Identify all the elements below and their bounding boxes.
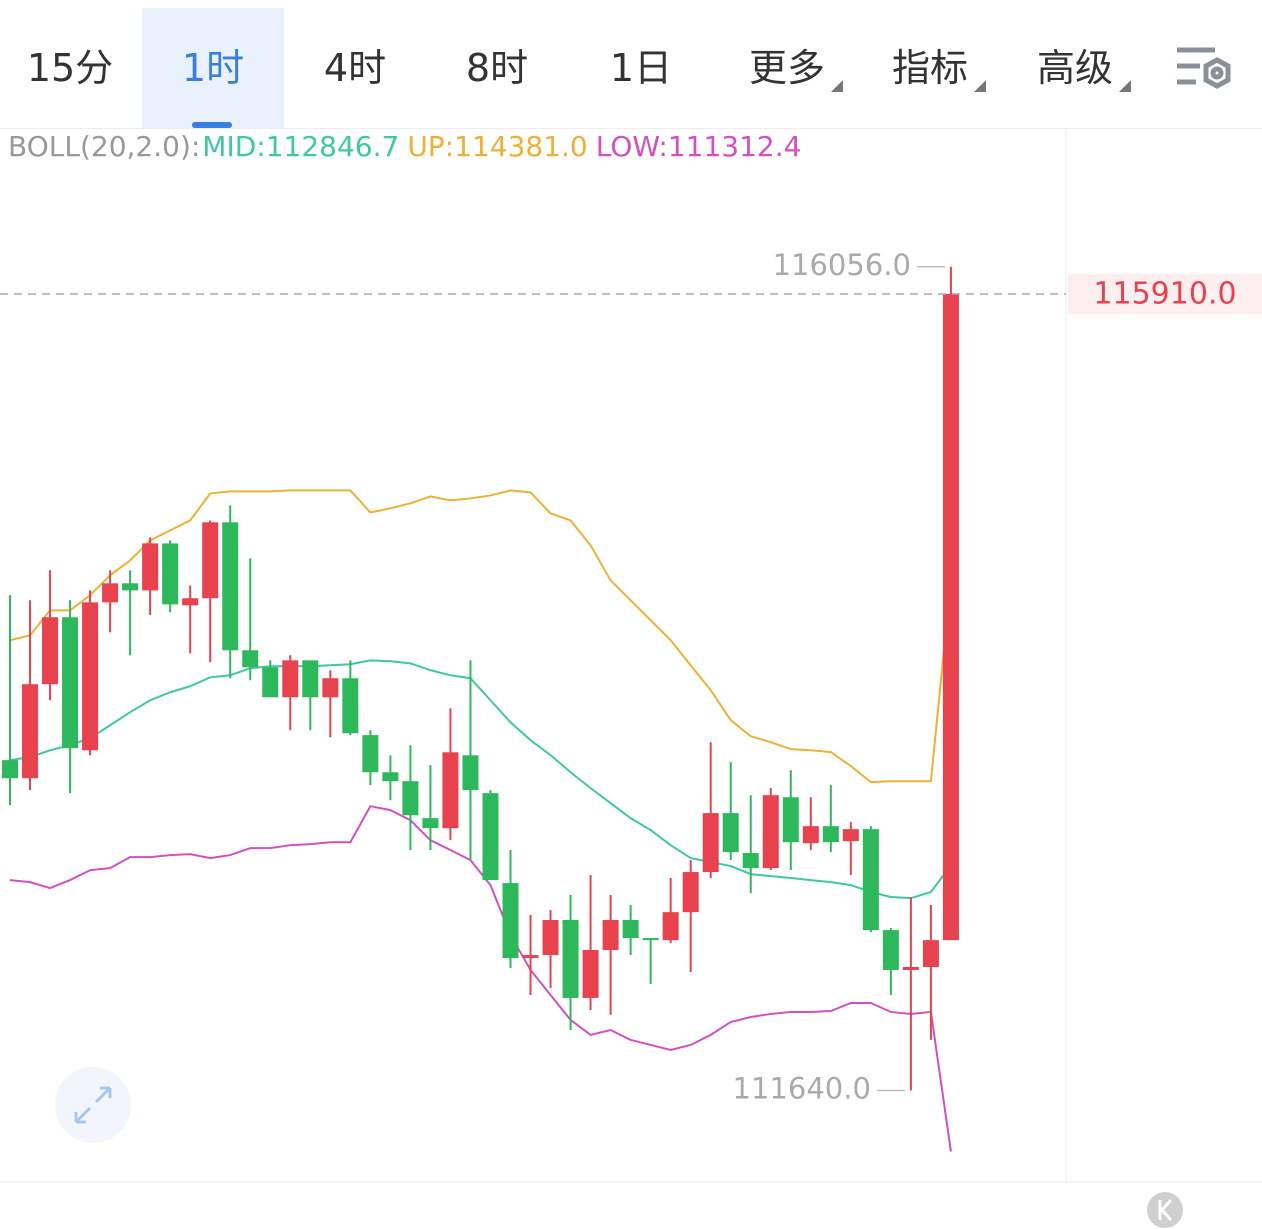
candle-body xyxy=(2,760,18,779)
candle-body xyxy=(522,955,539,959)
candle-body xyxy=(562,919,579,998)
dropdown-indicator xyxy=(831,80,843,92)
candle-body xyxy=(442,752,459,829)
candle-body xyxy=(502,883,519,959)
candle-body xyxy=(842,829,859,842)
logo-button[interactable] xyxy=(1147,1192,1183,1228)
legend-entry: LOW:111312.4 xyxy=(595,130,802,163)
tab[interactable]: 4时 xyxy=(323,46,387,90)
candle-body xyxy=(402,781,419,816)
candle-body xyxy=(642,938,659,941)
tab[interactable]: 1日 xyxy=(609,46,673,90)
candle-body xyxy=(262,667,279,698)
fullscreen-button[interactable] xyxy=(55,1067,131,1143)
candle-body xyxy=(42,617,59,685)
candle-body xyxy=(62,617,79,749)
candle-body xyxy=(762,795,779,869)
candle-body xyxy=(782,797,799,843)
candle-body xyxy=(242,650,259,668)
legend-entry: MID:112846.7 xyxy=(202,130,400,163)
candle-body xyxy=(282,660,299,698)
tab[interactable]: 高级 xyxy=(1036,46,1113,90)
tab[interactable]: 15分 xyxy=(26,46,114,90)
legend-entry: UP:114381.0 xyxy=(407,130,588,163)
candle-body xyxy=(82,602,99,751)
candle-body xyxy=(802,826,819,844)
candle-body xyxy=(662,912,679,941)
tab[interactable]: 1时 xyxy=(142,8,284,128)
band-line xyxy=(9,805,952,1152)
candle-body xyxy=(122,583,139,591)
candle-body xyxy=(682,872,699,913)
band-line xyxy=(9,489,952,784)
candle-body xyxy=(382,772,399,782)
candle-body xyxy=(602,919,619,951)
tab[interactable]: 指标 xyxy=(891,46,968,90)
candle-body xyxy=(882,930,899,970)
candle-body xyxy=(102,583,119,603)
settings-icon[interactable] xyxy=(1177,47,1231,89)
indicator-name: BOLL(20,2.0): xyxy=(8,130,201,163)
candle-body xyxy=(162,543,179,605)
candle-body xyxy=(222,522,239,651)
candle-body xyxy=(942,294,959,941)
candle-body xyxy=(622,919,639,939)
candle-body xyxy=(302,660,319,698)
candle-body xyxy=(742,853,759,869)
candle-body xyxy=(482,793,499,881)
min-label: 111640.0 xyxy=(733,1071,871,1105)
candle-body xyxy=(22,684,39,779)
candle-body xyxy=(902,966,919,970)
last-price-label: 115910.0 xyxy=(1093,277,1236,312)
last-price-box xyxy=(1068,274,1262,315)
candle-body xyxy=(202,522,219,599)
candle-body xyxy=(362,735,379,773)
candle-body xyxy=(182,598,199,606)
band-line xyxy=(9,659,952,900)
candle-body xyxy=(702,813,719,873)
dropdown-indicator xyxy=(1119,80,1131,92)
tab[interactable]: 8时 xyxy=(465,46,529,90)
candle-body xyxy=(422,818,439,829)
indicator-legend: BOLL(20,2.0):MID:112846.7 UP:114381.0 LOW:… xyxy=(8,130,809,163)
toolbar: 15分 1时 4时 8时 1日 更多 指标 高级 xyxy=(0,0,1262,129)
max-label: 116056.0 xyxy=(773,248,911,282)
candle-body xyxy=(542,919,559,956)
candle-body xyxy=(142,543,159,591)
tab[interactable]: 更多 xyxy=(748,46,825,90)
candle-body xyxy=(582,950,599,998)
candle-body xyxy=(722,813,739,853)
candle-body xyxy=(322,678,339,698)
candle-body xyxy=(342,678,359,734)
candle-body xyxy=(462,755,479,791)
candle-body xyxy=(862,829,879,931)
candle-body xyxy=(822,826,839,843)
candle-body xyxy=(922,940,939,967)
dropdown-indicator xyxy=(974,80,986,92)
